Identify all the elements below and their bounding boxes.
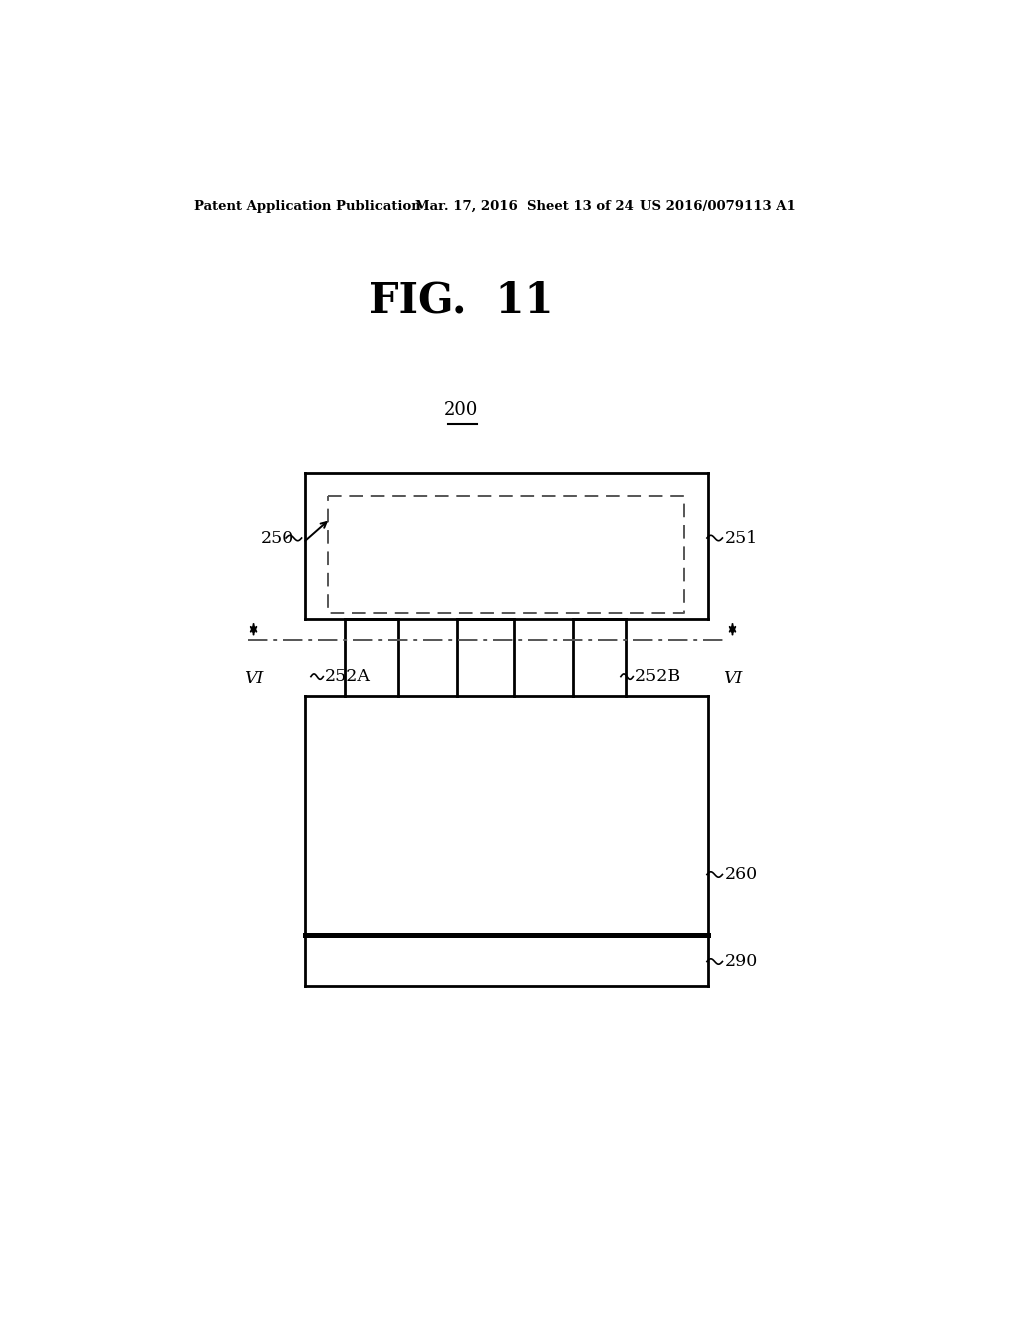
- Text: US 2016/0079113 A1: US 2016/0079113 A1: [640, 199, 796, 213]
- Text: VI: VI: [244, 669, 263, 686]
- Text: 260: 260: [725, 866, 758, 883]
- Text: 250: 250: [261, 529, 295, 546]
- Text: Patent Application Publication: Patent Application Publication: [194, 199, 421, 213]
- Text: 252B: 252B: [635, 668, 681, 685]
- Text: 290: 290: [725, 953, 758, 970]
- Text: 252A: 252A: [325, 668, 371, 685]
- Text: Mar. 17, 2016  Sheet 13 of 24: Mar. 17, 2016 Sheet 13 of 24: [415, 199, 634, 213]
- Text: 251: 251: [725, 529, 758, 546]
- Text: FIG.  11: FIG. 11: [369, 280, 554, 322]
- Text: 200: 200: [444, 401, 478, 418]
- Text: VI: VI: [723, 669, 742, 686]
